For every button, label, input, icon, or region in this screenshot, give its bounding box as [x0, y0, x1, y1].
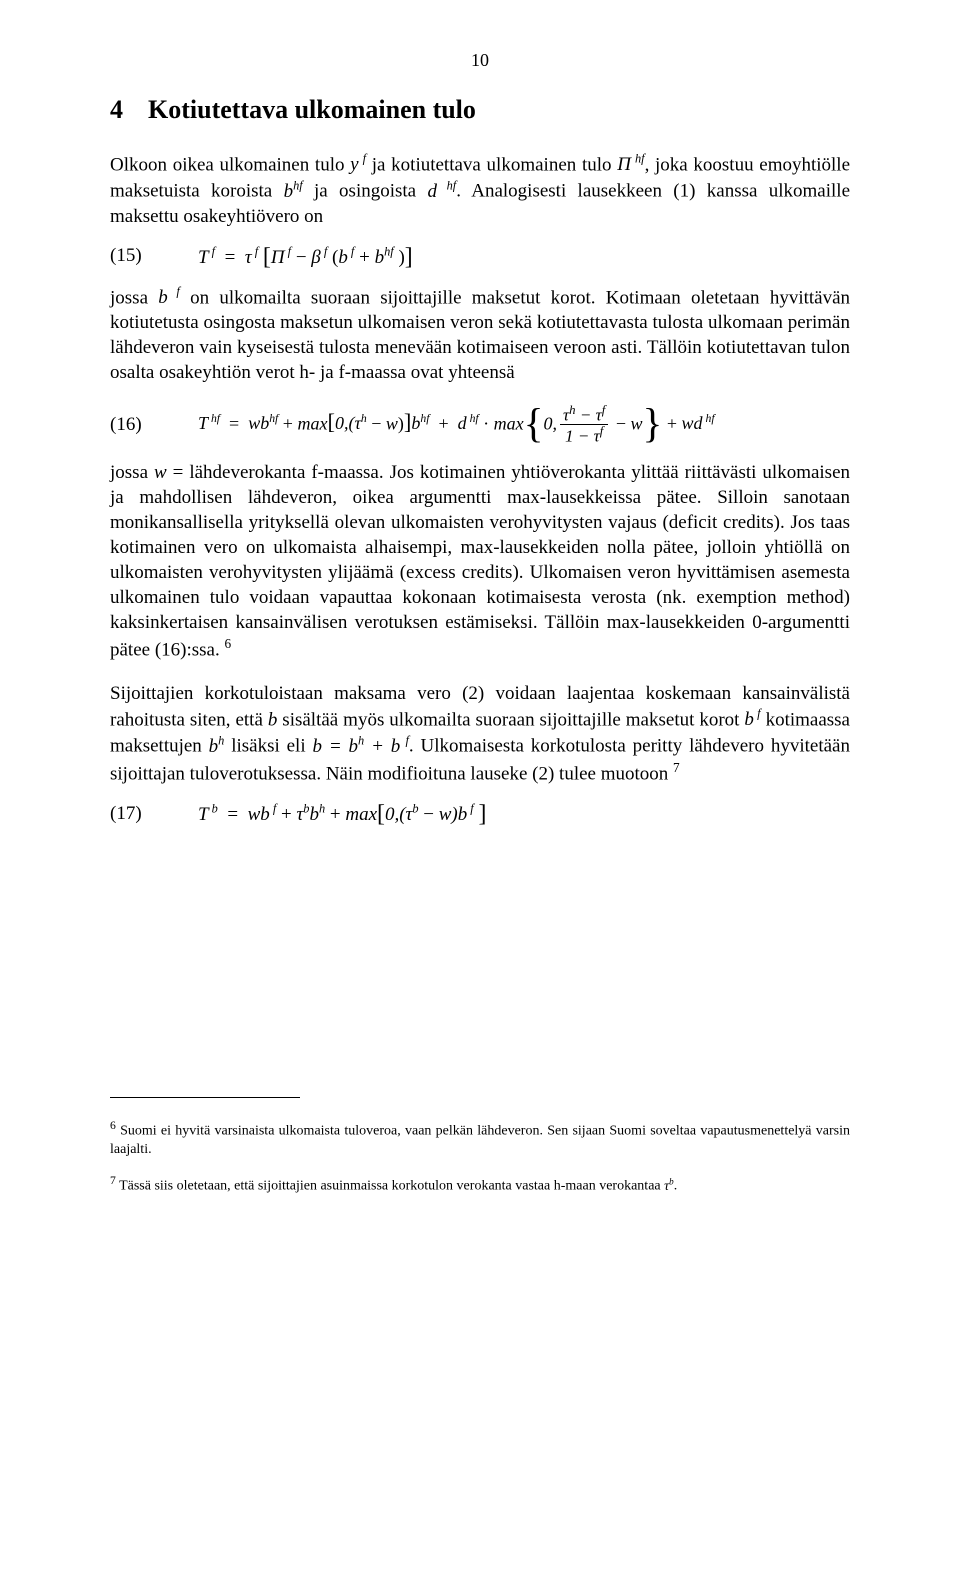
footnote-7: 7 Tässä siis oletetaan, että sijoittajie… [110, 1173, 850, 1196]
math-b: b [268, 709, 278, 730]
math-b-f-2: b f [744, 709, 760, 730]
math-y-f: y f [350, 154, 366, 175]
math-w: w [154, 462, 167, 483]
page-number: 10 [110, 50, 850, 71]
paragraph-2: jossa b f on ulkomailta suoraan sijoitta… [110, 284, 850, 386]
math-Pi-hf: Π hf [617, 154, 644, 175]
equation-16: (16) T hf = wbhf + max[0,(τh − w)]bhf + … [110, 404, 850, 446]
math-b-f: b f [158, 287, 180, 308]
equation-17: (17) T b = wb f + τbbh + max[0,(τb − w)b… [110, 800, 850, 827]
math-d-hf: d hf [427, 181, 456, 202]
paragraph-1: Olkoon oikea ulkomainen tulo y f ja koti… [110, 151, 850, 229]
paragraph-4: Sijoittajien korkotuloistaan maksama ver… [110, 681, 850, 786]
paragraph-3: jossa w = lähdeverokanta f-maassa. Jos k… [110, 460, 850, 663]
equation-15: (15) T f = τ f [Π f − β f (b f + bhf )] [110, 243, 850, 270]
eq-body: T f = τ f [Π f − β f (b f + bhf )] [198, 243, 850, 270]
section-title: Kotiutettava ulkomainen tulo [148, 95, 476, 124]
eq-body: T hf = wbhf + max[0,(τh − w)]bhf + d hf … [198, 404, 850, 446]
math-b-h: bh [209, 736, 225, 757]
page: 10 4Kotiutettava ulkomainen tulo Olkoon … [0, 0, 960, 1262]
footnotes-rule [110, 1097, 300, 1104]
footnote-6: 6 Suomi ei hyvitä varsinaista ulkomaista… [110, 1118, 850, 1159]
section-heading: 4Kotiutettava ulkomainen tulo [110, 95, 850, 125]
math-b-hf: bhf [284, 181, 303, 202]
footnotes-region: 6 Suomi ei hyvitä varsinaista ulkomaista… [110, 1097, 850, 1196]
eq-number: (17) [110, 803, 198, 825]
math-b-sum: b = bh + b f [312, 736, 408, 757]
eq-number: (16) [110, 414, 198, 436]
math-tau-b: τb [664, 1179, 674, 1194]
eq-number: (15) [110, 245, 198, 267]
footnote-ref-7: 7 [673, 760, 680, 775]
section-number: 4 [110, 95, 148, 125]
eq-body: T b = wb f + τbbh + max[0,(τb − w)b f ] [198, 800, 850, 827]
footnote-ref-6: 6 [224, 636, 231, 651]
